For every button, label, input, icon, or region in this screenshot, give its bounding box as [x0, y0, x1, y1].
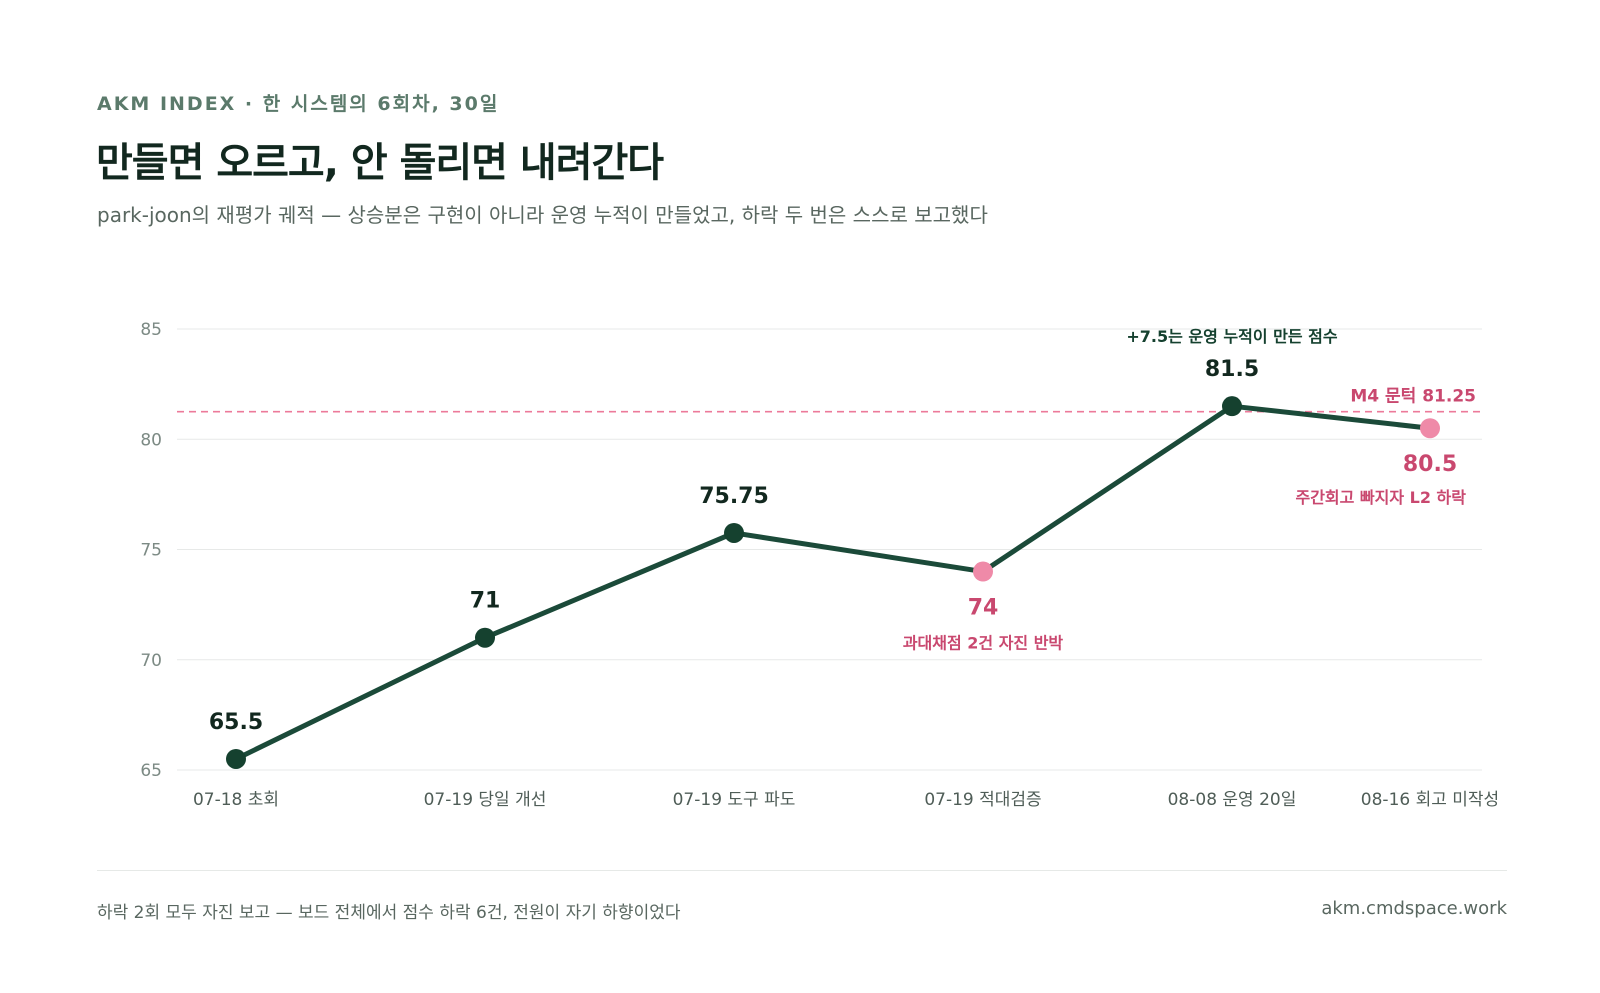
chart-subtitle: park-joon의 재평가 궤적 — 상승분은 구현이 아니라 운영 누적이 … [97, 203, 988, 227]
footer-site-link[interactable]: akm.cmdspace.work [1321, 898, 1507, 919]
footer-divider [97, 870, 1507, 871]
y-tick-label: 70 [140, 651, 162, 671]
x-tick-label: 08-16 회고 미작성 [1361, 790, 1499, 810]
y-tick-label: 85 [140, 320, 162, 340]
y-tick-label: 65 [140, 761, 162, 781]
data-point [1222, 396, 1242, 417]
annotation-label: 과대채점 2건 자진 반박 [903, 634, 1064, 653]
data-label: 74 [968, 596, 999, 621]
drop-point [973, 561, 993, 582]
data-label: 81.5 [1205, 357, 1259, 382]
x-tick-label: 07-19 도구 파도 [673, 790, 796, 810]
data-label: 80.5 [1403, 452, 1457, 477]
y-tick-label: 75 [140, 541, 162, 561]
drop-point [1420, 418, 1440, 439]
series-layer [226, 396, 1440, 769]
data-point [475, 627, 495, 648]
footer-note: 하락 2회 모두 자진 보고 — 보드 전체에서 점수 하락 6건, 전원이 자… [97, 903, 681, 923]
x-tick-label: 07-18 초회 [193, 790, 279, 810]
x-tick-label: 08-08 운영 20일 [1168, 790, 1297, 810]
annotation-label: 주간회고 빠지자 L2 하락 [1295, 488, 1466, 507]
data-label: 75.75 [699, 484, 769, 509]
series-line [233, 403, 1433, 762]
data-point [226, 748, 246, 769]
x-tick-label: 07-19 당일 개선 [424, 790, 547, 810]
annotation-label: +7.5는 운영 누적이 만든 점수 [1126, 327, 1338, 346]
chart-eyebrow: AKM INDEX · 한 시스템의 6회차, 30일 [97, 93, 500, 115]
threshold-layer: M4 문턱 81.25 [177, 387, 1482, 413]
label-layer: 65.5 71 75.75 74 81.5 80.5 과대채점 2건 자진 반박 +7.5는 … [209, 327, 1466, 735]
axis-layer: 65 70 75 80 85 07-18 초회 07-19 당일 개선 07-19 도구 파도… [140, 320, 1499, 810]
chart-title: 만들면 오르고, 안 돌리면 내려간다 [96, 140, 664, 186]
data-label: 65.5 [209, 710, 263, 735]
data-point [724, 522, 744, 543]
threshold-label: M4 문턱 81.25 [1350, 387, 1476, 407]
y-tick-label: 80 [140, 430, 162, 450]
data-label: 71 [470, 589, 501, 614]
x-tick-label: 07-19 적대검증 [924, 790, 1041, 810]
